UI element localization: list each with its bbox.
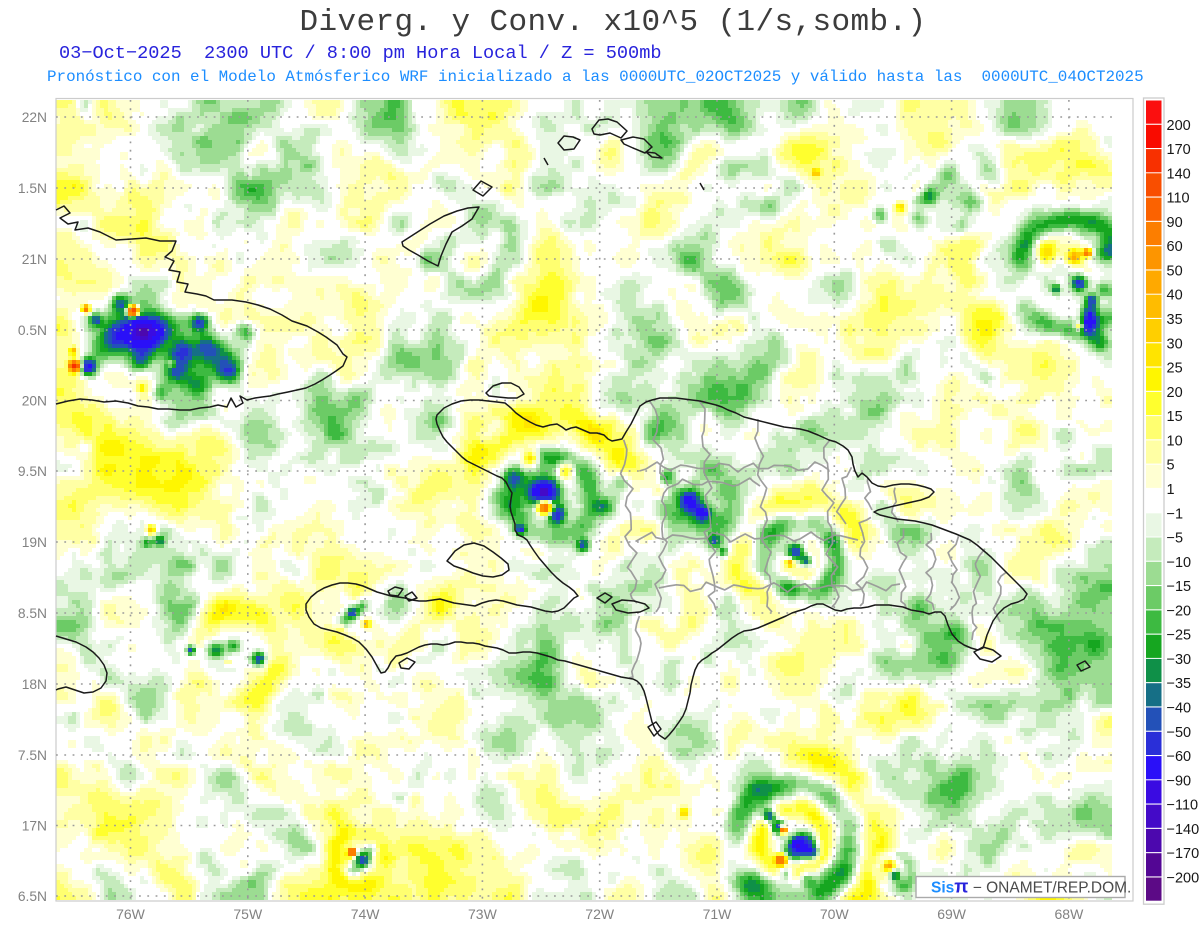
svg-text:76W: 76W [116, 906, 146, 922]
svg-text:68W: 68W [1055, 906, 1085, 922]
svg-text:−5: −5 [1167, 531, 1184, 547]
svg-text:72W: 72W [585, 906, 615, 922]
svg-text:6.5N: 6.5N [18, 889, 47, 904]
svg-text:−30: −30 [1167, 652, 1192, 668]
svg-text:110: 110 [1167, 191, 1190, 207]
svg-text:20N: 20N [22, 394, 47, 409]
svg-text:−1: −1 [1167, 506, 1184, 522]
svg-text:73W: 73W [468, 906, 498, 922]
svg-text:−25: −25 [1167, 628, 1192, 644]
svg-text:−50: −50 [1167, 725, 1192, 741]
svg-text:1.5N: 1.5N [18, 181, 47, 196]
svg-text:74W: 74W [351, 906, 381, 922]
svg-text:−110: −110 [1167, 798, 1199, 814]
svg-text:35: 35 [1167, 312, 1183, 328]
svg-text:170: 170 [1167, 142, 1191, 158]
svg-text:30: 30 [1167, 336, 1183, 352]
svg-text:−170: −170 [1167, 846, 1200, 862]
svg-text:60: 60 [1167, 239, 1183, 255]
svg-text:200: 200 [1167, 118, 1191, 134]
svg-text:9.5N: 9.5N [18, 464, 47, 479]
svg-text:20: 20 [1167, 385, 1183, 401]
svg-text:−35: −35 [1167, 676, 1192, 692]
svg-text:Sisπ − ONAMET/REP.DOM.: Sisπ − ONAMET/REP.DOM. [931, 876, 1131, 897]
svg-text:15: 15 [1167, 409, 1183, 425]
svg-text:−200: −200 [1167, 871, 1200, 887]
svg-text:25: 25 [1167, 361, 1183, 377]
svg-text:−15: −15 [1167, 579, 1192, 595]
svg-text:7.5N: 7.5N [18, 748, 47, 763]
svg-text:Diverg. y Conv. x10^5 (1/s,som: Diverg. y Conv. x10^5 (1/s,somb.) [299, 5, 926, 40]
svg-text:−20: −20 [1167, 603, 1192, 619]
svg-text:Pronóstico con el Modelo Atmós: Pronóstico con el Modelo Atmósferico WRF… [47, 68, 1144, 86]
svg-text:−40: −40 [1167, 701, 1192, 717]
svg-text:17N: 17N [22, 819, 47, 834]
svg-text:21N: 21N [22, 252, 47, 267]
svg-text:40: 40 [1167, 288, 1183, 304]
svg-text:70W: 70W [820, 906, 850, 922]
svg-text:18N: 18N [22, 677, 47, 692]
svg-text:−10: −10 [1167, 555, 1192, 571]
svg-text:22N: 22N [22, 110, 47, 125]
svg-text:−60: −60 [1167, 749, 1192, 765]
svg-text:140: 140 [1167, 166, 1191, 182]
svg-text:0.5N: 0.5N [18, 323, 47, 338]
svg-text:−90: −90 [1167, 773, 1192, 789]
svg-text:1: 1 [1167, 482, 1175, 498]
svg-text:71W: 71W [703, 906, 733, 922]
svg-text:69W: 69W [937, 906, 967, 922]
svg-text:5: 5 [1167, 458, 1175, 474]
svg-text:19N: 19N [22, 535, 47, 550]
svg-text:03−Oct−2025 2300 UTC / 8:00 p: 03−Oct−2025 2300 UTC / 8:00 pm Hora Loca… [59, 43, 662, 64]
svg-text:10: 10 [1167, 433, 1183, 449]
svg-text:−140: −140 [1167, 822, 1200, 838]
svg-text:8.5N: 8.5N [18, 606, 47, 621]
svg-text:75W: 75W [233, 906, 263, 922]
svg-text:90: 90 [1167, 215, 1183, 231]
svg-text:50: 50 [1167, 264, 1183, 280]
